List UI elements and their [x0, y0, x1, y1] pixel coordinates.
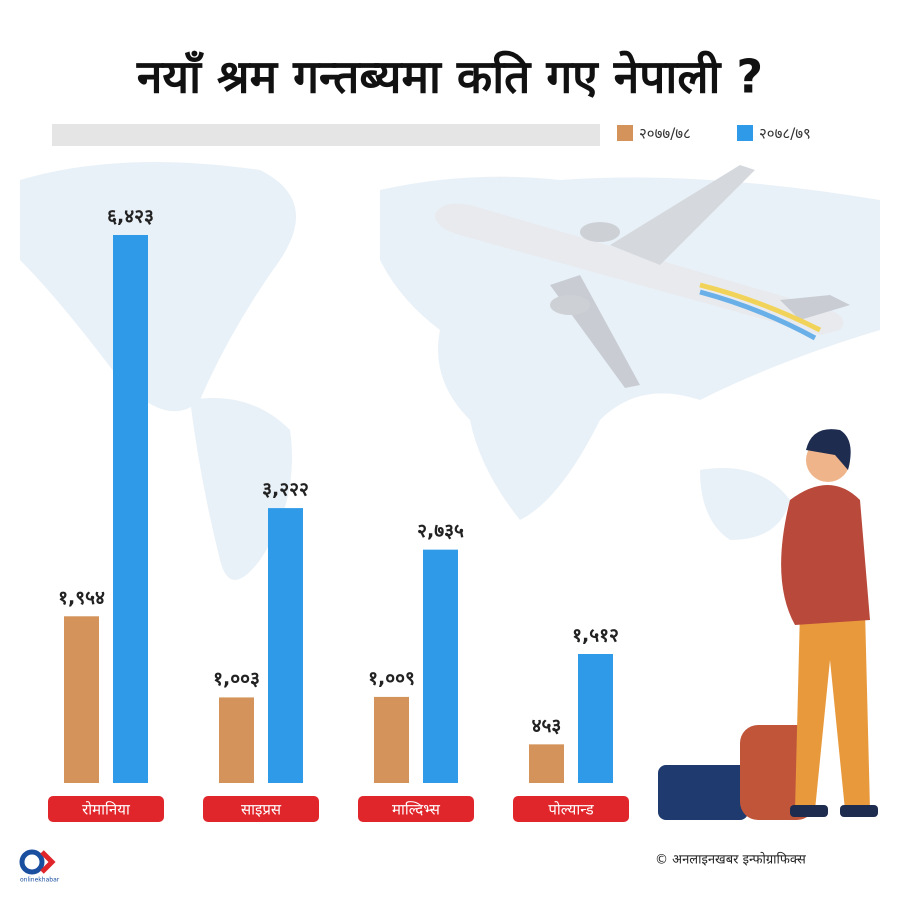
category-badge [358, 796, 474, 822]
title-underline [52, 124, 600, 146]
legend-label: २०७८/७९ [759, 125, 811, 143]
legend-label: २०७७/७८ [639, 125, 691, 143]
x-tick-label: साइप्रस [241, 801, 282, 819]
category-badge [513, 796, 629, 822]
category-badge [203, 796, 319, 822]
value-label: १,००९ [368, 667, 415, 689]
traveler [658, 429, 878, 820]
bar [113, 235, 148, 783]
bar [64, 616, 99, 783]
bar [529, 744, 564, 783]
bar [219, 697, 254, 783]
value-label: १,००३ [213, 668, 260, 690]
bar [374, 696, 409, 783]
footer: © अनलाइनखबर इन्फोग्राफिक्स [655, 852, 806, 868]
bar [578, 653, 613, 783]
bar [268, 508, 303, 783]
value-label: ३,२२२ [262, 479, 309, 501]
value-label: ४५३ [532, 715, 562, 737]
bar [423, 549, 458, 783]
logo-text: onlinekhabar [20, 877, 60, 884]
legend-swatch [617, 125, 633, 141]
logo: onlinekhabar [19, 849, 60, 884]
value-label: ६,४२३ [107, 206, 154, 228]
value-label: १,५१२ [572, 624, 619, 646]
legend-swatch [737, 125, 753, 141]
world-map [20, 162, 880, 580]
x-tick-label: माल्दिभ्स [392, 801, 441, 819]
category-badge [48, 796, 164, 822]
airplane [435, 165, 850, 388]
value-label: २,७३५ [417, 520, 464, 542]
x-tick-label: रोमानिया [82, 801, 131, 819]
x-tick-label: पोल्यान्ड [548, 801, 594, 819]
value-label: १,९५४ [58, 587, 105, 609]
chart-title: नयाँ श्रम गन्तब्यमा कति गए नेपाली ? [136, 50, 763, 104]
